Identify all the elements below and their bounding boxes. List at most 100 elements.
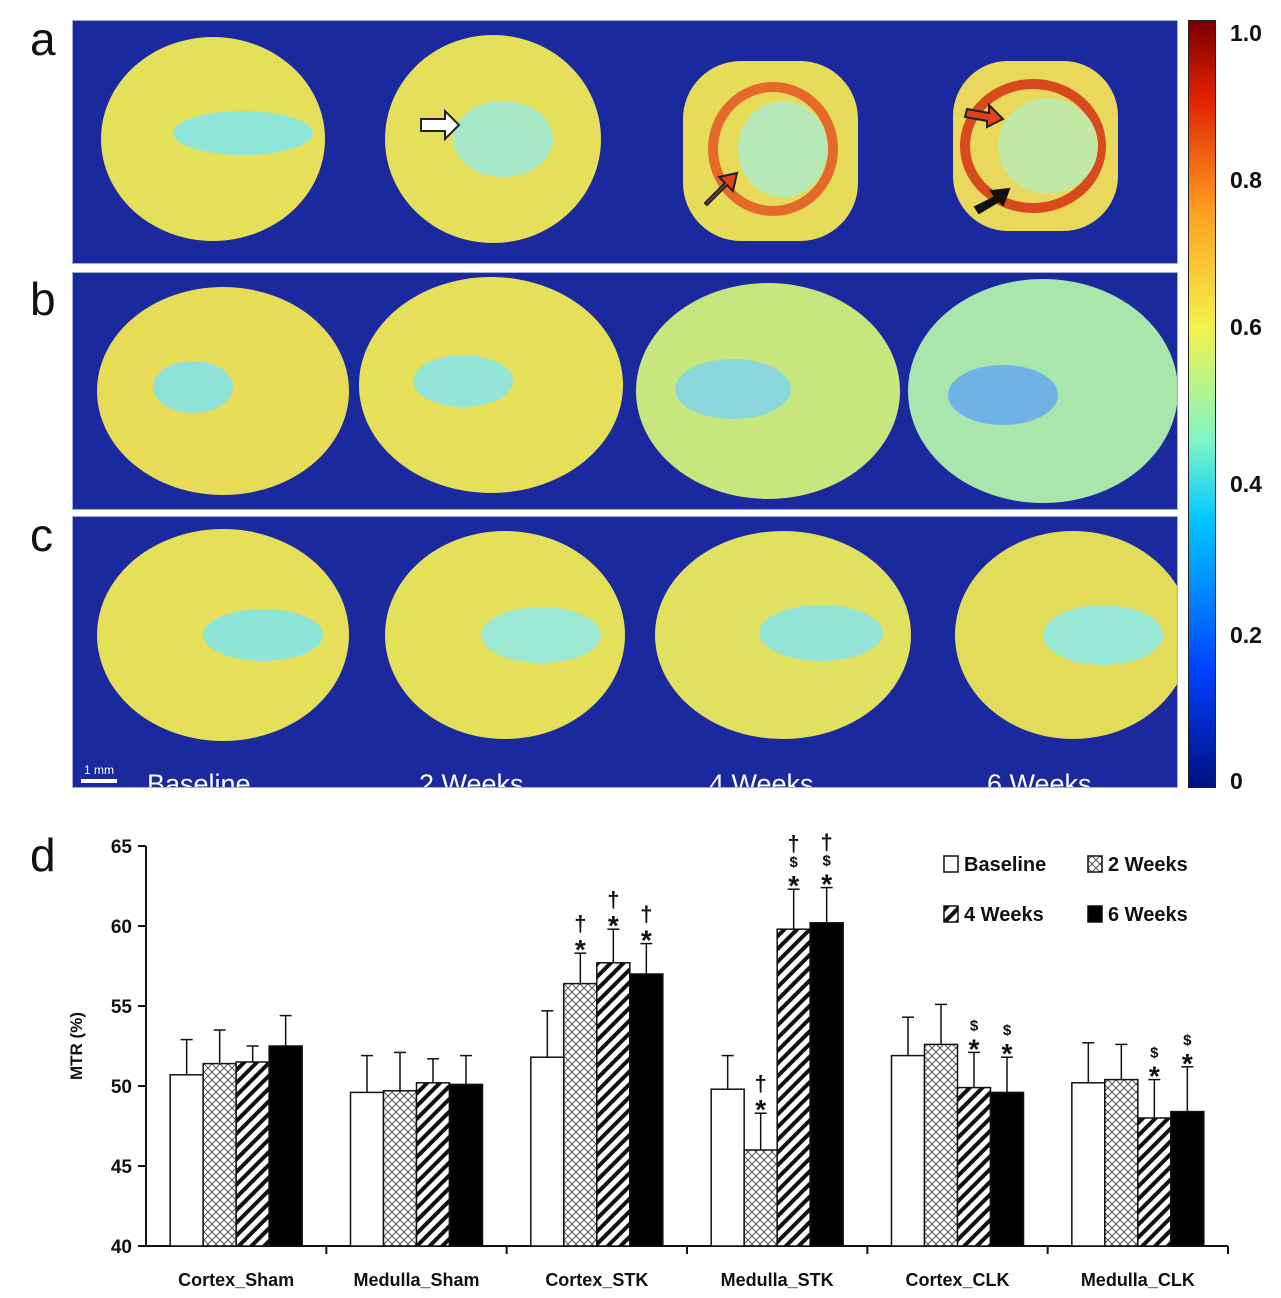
panel-label-c: c — [30, 509, 53, 561]
y-tick-label: 40 — [111, 1237, 132, 1258]
timepoint-label-6weeks: 6 Weeks — [987, 769, 1092, 788]
significance-marker: * — [821, 869, 832, 900]
significance-marker: $ — [1003, 1022, 1012, 1039]
medulla-region — [948, 365, 1058, 425]
panel-label-b: b — [30, 273, 56, 325]
cortex-rim — [960, 79, 1106, 213]
x-category-label: Cortex_STK — [545, 1270, 648, 1290]
significance-marker: $ — [789, 854, 798, 871]
significance-marker: $ — [970, 1017, 979, 1034]
significance-marker: † — [788, 831, 800, 856]
y-tick-label: 65 — [111, 837, 133, 858]
significance-marker: * — [1182, 1048, 1193, 1079]
significance-marker: $ — [1150, 1045, 1159, 1062]
bar-2-weeks — [202, 1062, 237, 1247]
legend-swatch — [1087, 855, 1103, 873]
mtr-map-row-c-images — [97, 529, 1177, 741]
x-category-label: Medulla_STK — [721, 1270, 834, 1290]
bar-2-weeks — [743, 1149, 778, 1247]
panel-label-a: a — [30, 13, 56, 65]
medulla-region — [759, 605, 883, 661]
bar-2-weeks — [923, 1043, 959, 1247]
bar-baseline — [710, 1088, 745, 1247]
bar-6-weeks — [809, 922, 844, 1247]
bar-baseline — [1071, 1082, 1106, 1247]
bar-4-weeks — [776, 928, 811, 1247]
cortex-rim — [708, 82, 838, 216]
medulla-region — [203, 609, 323, 661]
significance-marker: * — [969, 1033, 980, 1064]
panel-label-d: d — [30, 829, 56, 881]
significance-marker: † — [755, 1071, 767, 1096]
scale-bar-label: 1 mm — [84, 763, 114, 777]
legend-label: Baseline — [964, 854, 1046, 876]
significance-marker: * — [641, 925, 652, 956]
medulla-region — [1043, 605, 1163, 665]
mtr-map-row-a — [72, 20, 1178, 264]
medulla-region — [675, 359, 791, 419]
y-tick-label: 50 — [111, 1077, 132, 1098]
y-tick-label: 60 — [111, 917, 132, 938]
legend-swatch — [943, 905, 959, 923]
significance-marker: † — [821, 830, 833, 855]
bar-4-weeks — [235, 1061, 270, 1247]
legend-swatch — [943, 855, 959, 873]
medulla-region — [153, 361, 233, 413]
x-category-label: Medulla_Sham — [353, 1270, 479, 1290]
bar-2-weeks — [1104, 1078, 1139, 1247]
y-tick-label: 55 — [111, 997, 133, 1018]
medulla-region — [413, 355, 513, 407]
timepoint-label-4weeks: 4 Weeks — [709, 769, 814, 788]
bar-6-weeks — [989, 1091, 1025, 1247]
medulla-region — [998, 98, 1098, 194]
bar-2-weeks — [382, 1090, 418, 1247]
mtr-bar-chart: 40 45 50 55 60 65 MTR (%) Cortex_Sham Medulla_Sh… — [67, 830, 1229, 1290]
scale-bar-line — [81, 779, 117, 783]
x-category-label: Cortex_Sham — [178, 1270, 294, 1290]
legend-label: 2 Weeks — [1108, 854, 1188, 876]
legend-swatch — [1087, 905, 1103, 923]
colorbar-tick: 0.4 — [1230, 471, 1262, 497]
significance-marker: * — [1002, 1038, 1013, 1069]
bar-baseline — [530, 1056, 565, 1247]
mtr-map-row-b — [72, 272, 1178, 510]
significance-marker: † — [607, 887, 619, 912]
bar-4-weeks — [415, 1082, 451, 1247]
colorbar-tick: 0.8 — [1230, 167, 1262, 193]
bar-4-weeks — [596, 962, 631, 1247]
timepoint-label-2weeks: 2 Weeks — [419, 769, 524, 788]
legend-label: 6 Weeks — [1108, 904, 1188, 926]
white-arrow-icon — [420, 108, 461, 142]
red-arrow-icon — [703, 171, 739, 207]
bar-2-weeks — [563, 982, 598, 1247]
medulla-region — [738, 101, 828, 197]
significance-marker: $ — [822, 853, 831, 870]
x-category-label: Medulla_CLK — [1081, 1270, 1195, 1290]
mtr-map-row-b-images — [97, 277, 1177, 503]
timepoint-label-baseline: Baseline — [147, 769, 251, 788]
legend-label: 4 Weeks — [964, 904, 1044, 926]
significance-marker: † — [574, 911, 586, 936]
black-arrow-icon — [973, 187, 1011, 215]
x-category-label: Cortex_CLK — [905, 1270, 1009, 1290]
bar-baseline — [349, 1091, 385, 1247]
colorbar-tick: 0.2 — [1230, 622, 1262, 648]
y-tick-label: 45 — [111, 1157, 133, 1178]
medulla-region — [173, 111, 313, 155]
mtr-map-row-a-images — [101, 35, 1118, 243]
bar-6-weeks — [268, 1045, 303, 1247]
mtr-map-row-c: 1 mm Baseline 2 Weeks 4 Weeks 6 Weeks — [72, 516, 1178, 788]
scale-bar: 1 mm — [81, 763, 117, 783]
significance-marker: * — [755, 1094, 766, 1125]
bar-baseline — [169, 1074, 204, 1247]
significance-marker: * — [788, 870, 799, 901]
colorbar — [1188, 20, 1216, 788]
bar-6-weeks — [1170, 1110, 1205, 1247]
significance-marker: $ — [1183, 1032, 1192, 1049]
bar-6-weeks — [448, 1083, 484, 1247]
significance-marker: * — [1149, 1061, 1160, 1092]
significance-marker: * — [575, 934, 586, 965]
colorbar-tick: 0 — [1230, 768, 1243, 794]
significance-marker: † — [640, 902, 652, 927]
bar-6-weeks — [629, 973, 664, 1247]
